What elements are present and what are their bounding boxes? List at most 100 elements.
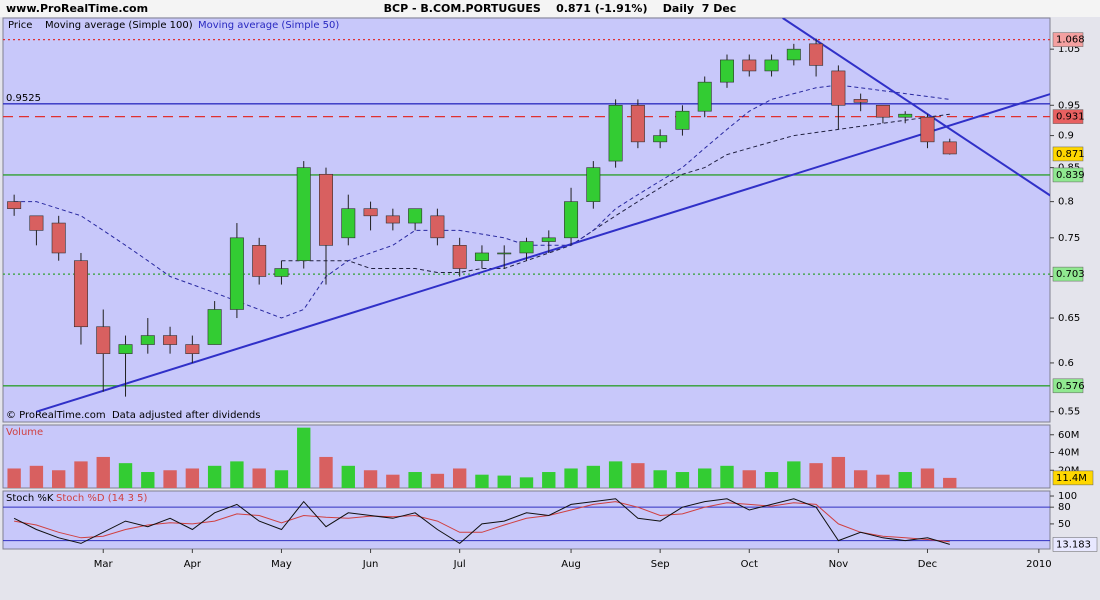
y-tick-label: 0.6 — [1058, 358, 1074, 369]
header-bar — [0, 0, 1100, 17]
candle-body — [229, 237, 244, 310]
stoch-last-box — [1052, 537, 1098, 552]
candle-body — [7, 201, 22, 209]
candle-body — [675, 110, 690, 130]
level-box-label: 0.839 — [1056, 170, 1085, 181]
volume-bar — [742, 470, 756, 488]
volume-bar — [564, 468, 578, 488]
candle-body — [764, 59, 779, 72]
y-tick-label: 0.9 — [1058, 131, 1074, 142]
x-tick-label: Mar — [94, 559, 114, 570]
candle-body — [742, 59, 757, 72]
candle-body — [474, 252, 489, 262]
x-tick-label: Jul — [453, 559, 466, 570]
level-box — [1052, 266, 1084, 282]
volume-tick-label: 60M — [1058, 430, 1079, 441]
stoch-last-label: 13.183 — [1056, 539, 1091, 550]
legend-ma100: Moving average (Simple 100) — [45, 20, 193, 31]
x-tick-label: May — [271, 559, 292, 570]
moving-average — [281, 113, 950, 273]
candle-body — [408, 208, 423, 224]
volume-bar — [809, 463, 823, 488]
volume-bar — [631, 463, 645, 488]
x-tick-label: Apr — [184, 559, 202, 570]
y-tick-label: 0.95 — [1058, 100, 1080, 111]
volume-bar — [764, 472, 779, 488]
volume-bar — [52, 470, 66, 488]
y-tick-label: 0.65 — [1058, 313, 1080, 324]
level-box — [1052, 167, 1084, 183]
candle-body — [430, 215, 445, 239]
candle-body — [786, 48, 801, 61]
candle-body — [163, 335, 178, 345]
volume-bar — [141, 472, 155, 488]
level-box-label: 0.871 — [1056, 149, 1085, 160]
candle-body — [898, 113, 913, 118]
legend-price: Price — [8, 20, 32, 31]
moving-average — [14, 84, 950, 319]
volume-last-box — [1052, 470, 1094, 486]
stoch-line — [14, 501, 950, 543]
candle-body — [920, 116, 935, 143]
level-box-label: 1.068 — [1056, 35, 1085, 46]
volume-bar — [207, 465, 222, 488]
x-tick-label: Aug — [561, 559, 581, 570]
volume-bar — [96, 456, 110, 488]
trendline — [782, 18, 1050, 197]
candle-body — [497, 252, 512, 255]
volume-bar — [274, 470, 289, 488]
y-tick-label: 0.75 — [1058, 233, 1080, 244]
candle-body — [541, 237, 556, 242]
candle-body — [564, 201, 579, 239]
volume-bar — [787, 461, 801, 488]
volume-bar — [876, 474, 890, 488]
price-plot — [3, 18, 1050, 413]
candle-body — [630, 104, 645, 143]
volume-bar — [653, 470, 667, 488]
candle-body — [319, 173, 333, 246]
level-box-label: 0.931 — [1056, 112, 1085, 123]
stoch-panel — [2, 490, 1051, 550]
volume-bar — [118, 463, 133, 488]
x-tick-label: Dec — [918, 559, 937, 570]
candle-body — [363, 208, 378, 217]
volume-bar — [542, 472, 556, 488]
candle-body — [96, 326, 111, 354]
candle-body — [452, 245, 467, 269]
candle-body — [586, 167, 601, 202]
volume-bar — [608, 461, 623, 488]
chart-title: BCP - B.COM.PORTUGUES 0.871 (-1.91%) Dai… — [384, 2, 737, 15]
candle-body — [608, 104, 623, 162]
volume-bar — [898, 472, 912, 488]
candle-body — [185, 344, 200, 354]
volume-bar — [319, 456, 333, 488]
volume-bar — [519, 477, 534, 488]
volume-last-label: 11.4M — [1056, 473, 1087, 484]
volume-bar — [408, 472, 422, 488]
y-tick-label: 0.55 — [1058, 407, 1080, 418]
volume-bar — [163, 470, 177, 488]
volume-bar — [831, 456, 846, 488]
volume-title: Volume — [6, 427, 43, 438]
price-panel — [2, 17, 1051, 423]
volume-bar — [341, 465, 355, 488]
candle-body — [296, 167, 311, 262]
y-tick-label: 0.8 — [1058, 197, 1074, 208]
x-tick-label: Oct — [741, 559, 758, 570]
volume-bar — [363, 470, 378, 488]
level-box — [1052, 378, 1084, 394]
stoch-k-legend: Stoch %K — [6, 493, 54, 504]
x-tick-label: Jun — [362, 559, 379, 570]
stoch-tick-label: 100 — [1058, 491, 1077, 502]
volume-bar — [698, 468, 712, 488]
candle-body — [653, 135, 668, 143]
volume-bar — [297, 427, 311, 488]
candle-body — [207, 309, 222, 345]
site: www.ProRealTime.com — [6, 2, 148, 15]
volume-bar — [386, 474, 400, 488]
legend-ma50: Moving average (Simple 50) — [198, 20, 339, 31]
candle-body — [341, 208, 356, 239]
candle-body — [118, 344, 133, 354]
x-tick-label: Nov — [829, 559, 849, 570]
volume-bar — [920, 468, 935, 488]
